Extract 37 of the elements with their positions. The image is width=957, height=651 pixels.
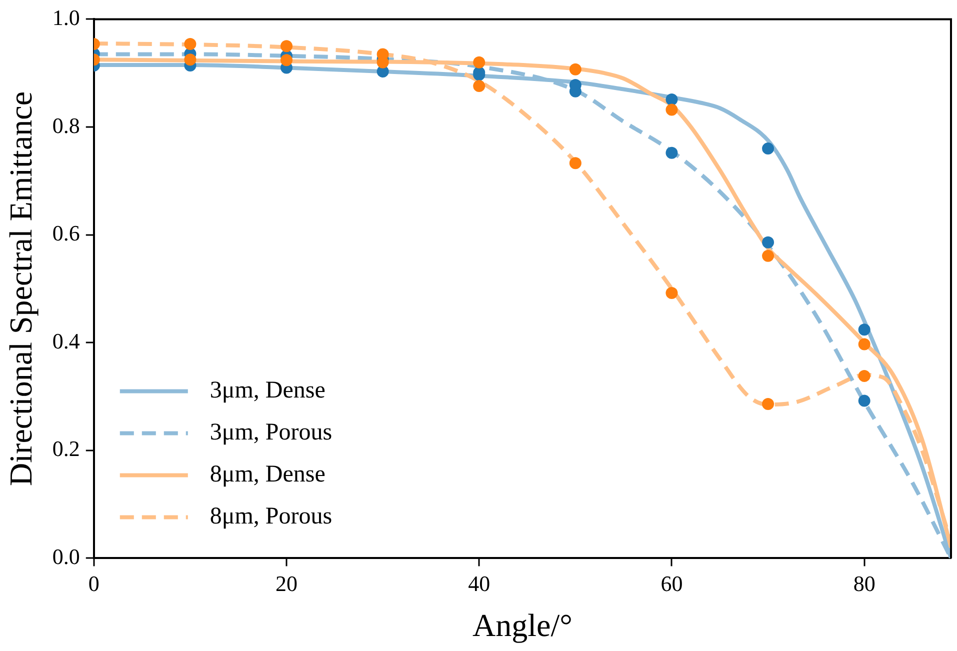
point: [473, 80, 486, 92]
y-tick-label: 0.4: [52, 328, 80, 354]
x-tick-label: 20: [276, 571, 298, 596]
point: [762, 236, 774, 248]
point: [280, 40, 293, 52]
x-axis-title: Angle/°: [472, 607, 572, 644]
point: [184, 38, 196, 50]
y-tick-label: 0.0: [52, 544, 80, 569]
point: [858, 324, 870, 336]
point: [666, 104, 678, 116]
point: [666, 287, 678, 300]
x-tick-label: 0: [88, 571, 100, 596]
point: [184, 54, 196, 66]
point: [858, 394, 870, 407]
legend-label: 8μm, Dense: [210, 461, 326, 488]
y-tick-label: 0.6: [52, 220, 80, 246]
y-tick-label: 1.0: [52, 4, 80, 30]
x-tick-label: 80: [853, 571, 876, 596]
y-axis-title: Directional Spectral Emittance: [2, 91, 39, 486]
point: [762, 250, 774, 262]
y-tick-label: 0.2: [52, 436, 80, 462]
point: [569, 63, 582, 76]
point: [666, 146, 678, 159]
legend-label: 3μm, Porous: [210, 419, 332, 446]
x-tick-label: 60: [660, 571, 683, 596]
point: [280, 54, 293, 66]
point: [473, 56, 486, 68]
point: [858, 370, 870, 382]
legend-label: 8μm, Porous: [210, 503, 332, 530]
legend-label: 3μm, Dense: [210, 377, 326, 404]
point: [762, 398, 774, 410]
x-tick-label: 40: [468, 571, 490, 596]
point: [762, 142, 774, 155]
point: [666, 94, 678, 106]
point: [858, 338, 870, 350]
point: [569, 157, 582, 170]
y-tick-label: 0.8: [52, 112, 80, 138]
